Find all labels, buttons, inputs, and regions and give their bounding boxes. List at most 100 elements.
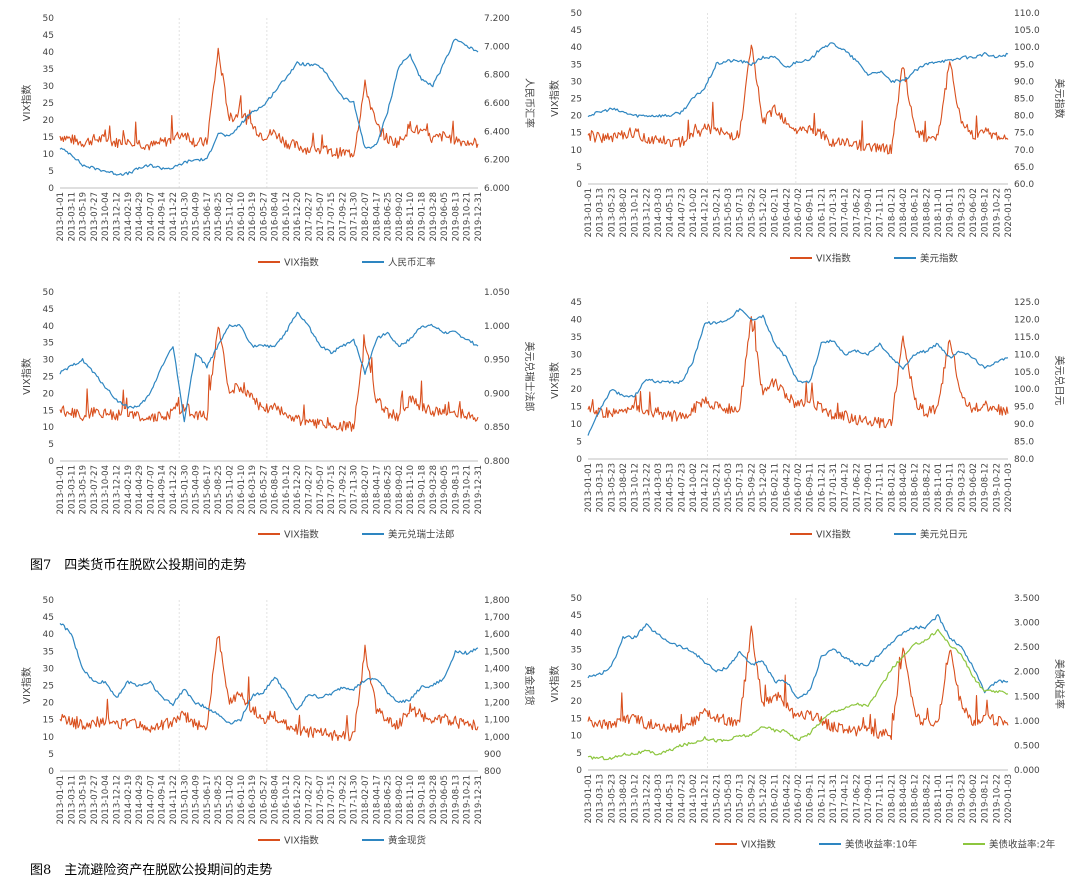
x-tick-label: 2018-01-21 <box>887 188 897 237</box>
x-tick-label: 2016-09-11 <box>806 463 816 512</box>
y-right-tick-label: 6.600 <box>484 99 510 109</box>
x-tick-label: 2019-06-05 <box>440 192 450 241</box>
x-tick-label: 2019-10-22 <box>992 463 1002 512</box>
y-left-tick-label: 25 <box>43 373 54 383</box>
x-tick-label: 2013-03-13 <box>596 774 606 823</box>
x-tick-label: 2019-06-05 <box>440 775 450 824</box>
y-right-tick-label: 100.0 <box>1014 385 1040 395</box>
x-tick-label: 2015-09-22 <box>747 188 757 237</box>
x-tick-label: 2014-07-23 <box>677 463 687 512</box>
x-tick-label: 2014-10-02 <box>689 463 699 512</box>
x-tick-label: 2013-03-13 <box>596 188 606 237</box>
x-tick-label: 2020-01-03 <box>1004 188 1014 237</box>
x-tick-label: 2013-07-27 <box>90 775 100 824</box>
legend-label: 美元指数 <box>920 253 959 265</box>
x-tick-label: 2016-08-04 <box>271 192 281 241</box>
x-tick-label: 2019-01-11 <box>946 774 956 823</box>
x-tick-label: 2016-03-19 <box>248 465 258 514</box>
chart-c4: 0 5 10 15 20 25 30 35 40 45 80.0 85.0 90.0 95.0 100.0 1… <box>548 298 1066 541</box>
x-tick-label: 2014-09-14 <box>158 192 168 241</box>
x-tick-label: 2018-08-22 <box>922 774 932 823</box>
x-tick-label: 2016-01-10 <box>237 775 247 824</box>
x-tick-label: 2016-01-10 <box>237 192 247 241</box>
y-left-tick-label: 50 <box>571 594 583 604</box>
legend-label: VIX指数 <box>284 529 319 541</box>
x-tick-label: 2019-08-12 <box>981 188 991 237</box>
y-right-tick-label: 2.500 <box>1014 643 1040 653</box>
x-tick-label: 2013-07-27 <box>90 465 100 514</box>
x-tick-label: 2016-05-27 <box>259 192 269 241</box>
x-tick-label: 2018-04-17 <box>372 775 382 824</box>
x-tick-label: 2019-08-13 <box>451 775 461 824</box>
y-right-tick-label: 95.0 <box>1014 403 1034 413</box>
x-tick-label: 2017-11-30 <box>350 192 360 241</box>
x-tick-label: 2013-08-02 <box>619 188 629 237</box>
x-tick-label: 2017-09-01 <box>864 463 874 512</box>
x-tick-label: 2018-11-01 <box>934 463 944 512</box>
x-tick-label: 2016-11-21 <box>817 463 827 512</box>
y-left-tick-label: 40 <box>571 315 583 325</box>
x-tick-label: 2013-05-19 <box>79 775 89 824</box>
x-tick-label: 2017-09-01 <box>864 774 874 823</box>
x-tick-label: 2018-08-22 <box>922 463 932 512</box>
y-left-tick-label: 35 <box>43 65 54 75</box>
x-tick-label: 2019-12-31 <box>474 775 484 824</box>
x-tick-label: 2019-08-13 <box>451 192 461 241</box>
x-tick-label: 2013-10-04 <box>101 775 111 824</box>
x-tick-label: 2018-01-21 <box>887 774 897 823</box>
x-tick-label: 2018-09-02 <box>395 192 405 241</box>
y-left-tick-label: 45 <box>571 611 582 621</box>
x-tick-label: 2019-03-23 <box>957 774 967 823</box>
x-tick-label: 2018-06-12 <box>911 774 921 823</box>
x-tick-label: 2014-03-03 <box>654 463 664 512</box>
y-right-tick-label: 1,700 <box>484 613 510 623</box>
y-left-tick-label: 45 <box>43 305 54 315</box>
y-left-tick-label: 5 <box>48 440 54 450</box>
x-tick-label: 2016-09-11 <box>806 774 816 823</box>
x-tick-label: 2016-03-19 <box>248 775 258 824</box>
x-tick-label: 2013-01-01 <box>584 188 594 237</box>
legend-label: 美债收益率:10年 <box>845 839 918 851</box>
x-tick-label: 2018-02-07 <box>361 192 371 241</box>
y-right-tick-label: 0.800 <box>484 457 510 467</box>
series-line-vix <box>587 44 1009 155</box>
x-tick-label: 2019-03-28 <box>429 775 439 824</box>
y-left-tick-label: 15 <box>43 406 54 416</box>
x-tick-label: 2016-12-20 <box>293 465 303 514</box>
y-right-tick-label: 0.850 <box>484 423 510 433</box>
x-tick-label: 2015-06-17 <box>203 192 213 241</box>
y-right-tick-label: 6.800 <box>484 71 510 81</box>
legend-label: VIX指数 <box>284 257 319 269</box>
x-tick-label: 2015-01-30 <box>180 465 190 514</box>
x-tick-label: 2013-08-02 <box>619 774 629 823</box>
x-tick-label: 2019-10-21 <box>463 192 473 241</box>
x-tick-label: 2015-08-25 <box>214 775 224 824</box>
x-tick-label: 2016-07-02 <box>794 463 804 512</box>
legend-label: 人民币汇率 <box>388 257 436 269</box>
x-tick-label: 2014-02-19 <box>124 192 134 241</box>
x-tick-label: 2020-01-03 <box>1004 774 1014 823</box>
x-tick-label: 2019-12-31 <box>474 192 484 241</box>
x-tick-label: 2016-11-21 <box>817 188 827 237</box>
figure-8-caption: 图8 主流避险资产在脱欧公投期间的走势 <box>30 863 273 878</box>
y-left-axis-title: VIX指数 <box>20 667 33 704</box>
x-tick-label: 2014-10-02 <box>689 774 699 823</box>
x-tick-label: 2013-10-04 <box>101 192 111 241</box>
legend-label: VIX指数 <box>816 529 851 541</box>
x-tick-label: 2015-07-13 <box>736 463 746 512</box>
y-left-tick-label: 10 <box>571 420 583 430</box>
y-right-tick-label: 75.0 <box>1014 129 1034 139</box>
x-tick-label: 2014-04-29 <box>135 775 145 824</box>
x-tick-label: 2017-09-01 <box>864 188 874 237</box>
y-right-tick-label: 3.500 <box>1014 594 1040 604</box>
y-left-tick-label: 45 <box>43 31 54 41</box>
y-right-tick-label: 6.200 <box>484 156 510 166</box>
y-right-axis-title: 人民币汇率 <box>523 78 536 128</box>
x-tick-label: 2013-10-12 <box>631 463 641 512</box>
x-tick-label: 2015-05-03 <box>724 188 734 237</box>
y-left-tick-label: 50 <box>43 288 55 298</box>
y-left-axis-title: VIX指数 <box>548 666 561 703</box>
x-tick-label: 2016-02-11 <box>771 463 781 512</box>
y-left-tick-label: 45 <box>571 26 582 36</box>
y-right-tick-label: 100.0 <box>1014 43 1040 53</box>
